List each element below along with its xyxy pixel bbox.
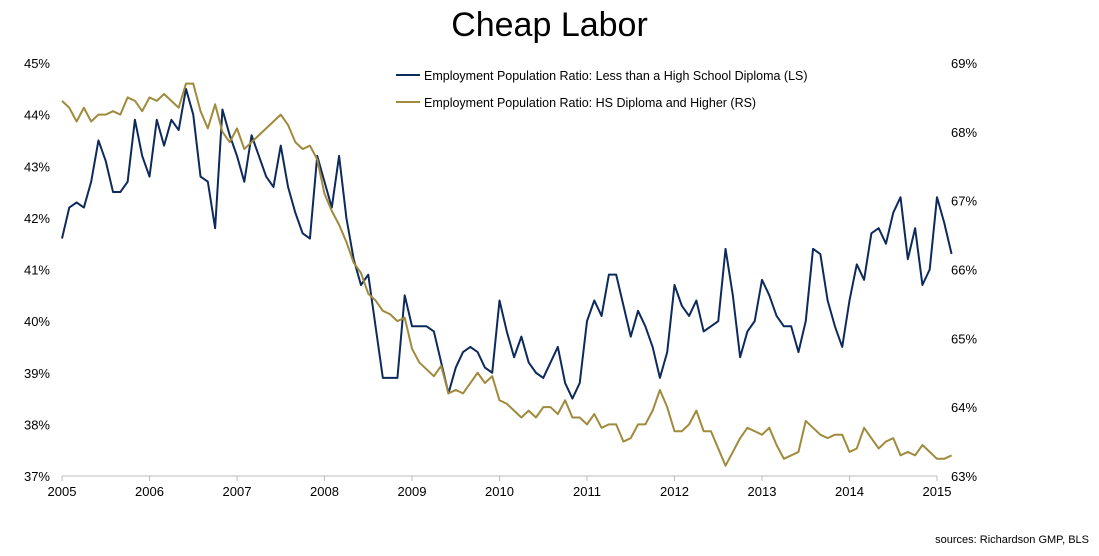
x-tick-label: 2013	[748, 484, 777, 499]
right-y-tick-label: 64%	[951, 400, 977, 415]
right-y-tick-label: 66%	[951, 263, 977, 278]
x-axis: 2005 2006 2007 2008 2009 2010 2011 2012 2013 2014…	[48, 476, 952, 499]
x-tick-label: 2012	[660, 484, 689, 499]
right-y-tick-label: 65%	[951, 331, 977, 346]
x-tick-label: 2014	[835, 484, 864, 499]
series-line-less-than-hs-diploma	[61, 87, 953, 400]
source-note: sources: Richardson GMP, BLS	[935, 534, 1089, 546]
chart-title: Cheap Labor	[451, 6, 648, 44]
left-y-tick-label: 41%	[24, 263, 50, 278]
legend: Employment Population Ratio: Less than a…	[396, 69, 808, 110]
x-tick-label: 2007	[223, 484, 252, 499]
series-layer	[61, 82, 953, 467]
left-y-tick-label: 43%	[24, 159, 50, 174]
x-tick-label: 2009	[398, 484, 427, 499]
legend-label: Employment Population Ratio: Less than a…	[424, 69, 808, 83]
right-y-tick-label: 68%	[951, 125, 977, 140]
left-y-tick-label: 39%	[24, 366, 50, 381]
right-y-tick-label: 69%	[951, 56, 977, 71]
left-y-axis: 37% 38% 39% 40% 41% 42% 43% 44% 45%	[24, 56, 50, 484]
left-y-tick-label: 37%	[24, 469, 50, 484]
x-tick-label: 2006	[135, 484, 164, 499]
series-line-hs-diploma-and-higher	[61, 82, 953, 467]
left-y-tick-label: 38%	[24, 417, 50, 432]
left-y-tick-label: 40%	[24, 314, 50, 329]
left-y-tick-label: 42%	[24, 211, 50, 226]
x-tick-label: 2010	[485, 484, 514, 499]
right-y-tick-label: 67%	[951, 194, 977, 209]
right-y-axis: 63% 64% 65% 66% 67% 68% 69%	[951, 56, 977, 484]
x-tick-label: 2005	[48, 484, 77, 499]
x-tick-label: 2011	[573, 484, 601, 499]
x-tick-label: 2015	[923, 484, 952, 499]
right-y-tick-label: 63%	[951, 469, 977, 484]
left-y-tick-label: 45%	[24, 56, 50, 71]
legend-label: Employment Population Ratio: HS Diploma …	[424, 96, 756, 110]
left-y-tick-label: 44%	[24, 108, 50, 123]
x-tick-label: 2008	[310, 484, 339, 499]
